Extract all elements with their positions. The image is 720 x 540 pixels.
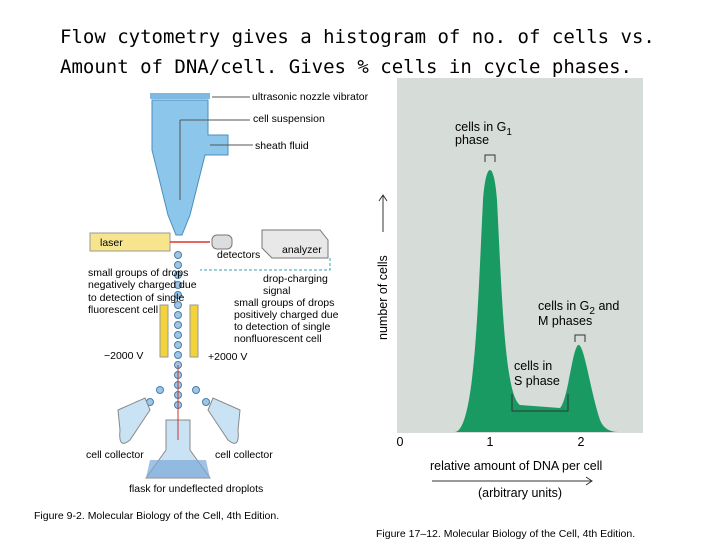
x-tick-label: 2 xyxy=(578,435,585,449)
x-tick-label: 1 xyxy=(487,435,494,449)
annotation: cells in G1 xyxy=(455,120,512,138)
label: drop-charging xyxy=(263,273,328,285)
label: analyzer xyxy=(282,244,322,256)
label: detectors xyxy=(217,249,260,261)
annotation: cells in xyxy=(514,359,552,373)
annotation: M phases xyxy=(538,314,592,328)
histogram-shape xyxy=(455,170,620,432)
sorter-diagram xyxy=(89,93,331,479)
label: flask for undeflected droplots xyxy=(129,483,263,495)
caption: Figure 9-2. Molecular Biology of the Cel… xyxy=(34,510,279,522)
annotation: cells in G2 and xyxy=(538,299,619,317)
title-line: Flow cytometry gives a histogram of no. … xyxy=(60,26,655,48)
title-line: Amount of DNA/cell. Gives % cells in cyc… xyxy=(60,56,632,78)
x-axis-label: relative amount of DNA per cell xyxy=(430,459,602,473)
label: small groups of drops xyxy=(88,267,188,279)
label: signal xyxy=(263,285,290,297)
label: cell collector xyxy=(86,449,144,461)
label: sheath fluid xyxy=(255,140,309,152)
label: cell collector xyxy=(215,449,273,461)
label: to detection of single xyxy=(234,321,330,333)
y-axis-label: number of cells xyxy=(376,255,390,340)
x-tick-label: 0 xyxy=(397,435,404,449)
caption: Figure 17–12. Molecular Biology of the C… xyxy=(376,528,635,540)
label: negatively charged due xyxy=(88,279,197,291)
label: cell suspension xyxy=(253,113,325,125)
annotation: S phase xyxy=(514,374,560,388)
label: to detection of single xyxy=(88,292,184,304)
label: fluorescent cell xyxy=(88,304,158,316)
x-axis-units: (arbitrary units) xyxy=(478,486,562,500)
label: −2000 V xyxy=(104,350,143,362)
label: laser xyxy=(100,237,123,249)
annotation: phase xyxy=(455,133,489,147)
label: +2000 V xyxy=(208,351,247,363)
label: ultrasonic nozzle vibrator xyxy=(252,91,369,103)
plot-background xyxy=(397,78,643,433)
label: nonfluorescent cell xyxy=(234,333,322,345)
label: small groups of drops xyxy=(234,297,334,309)
label: positively charged due xyxy=(234,309,339,321)
